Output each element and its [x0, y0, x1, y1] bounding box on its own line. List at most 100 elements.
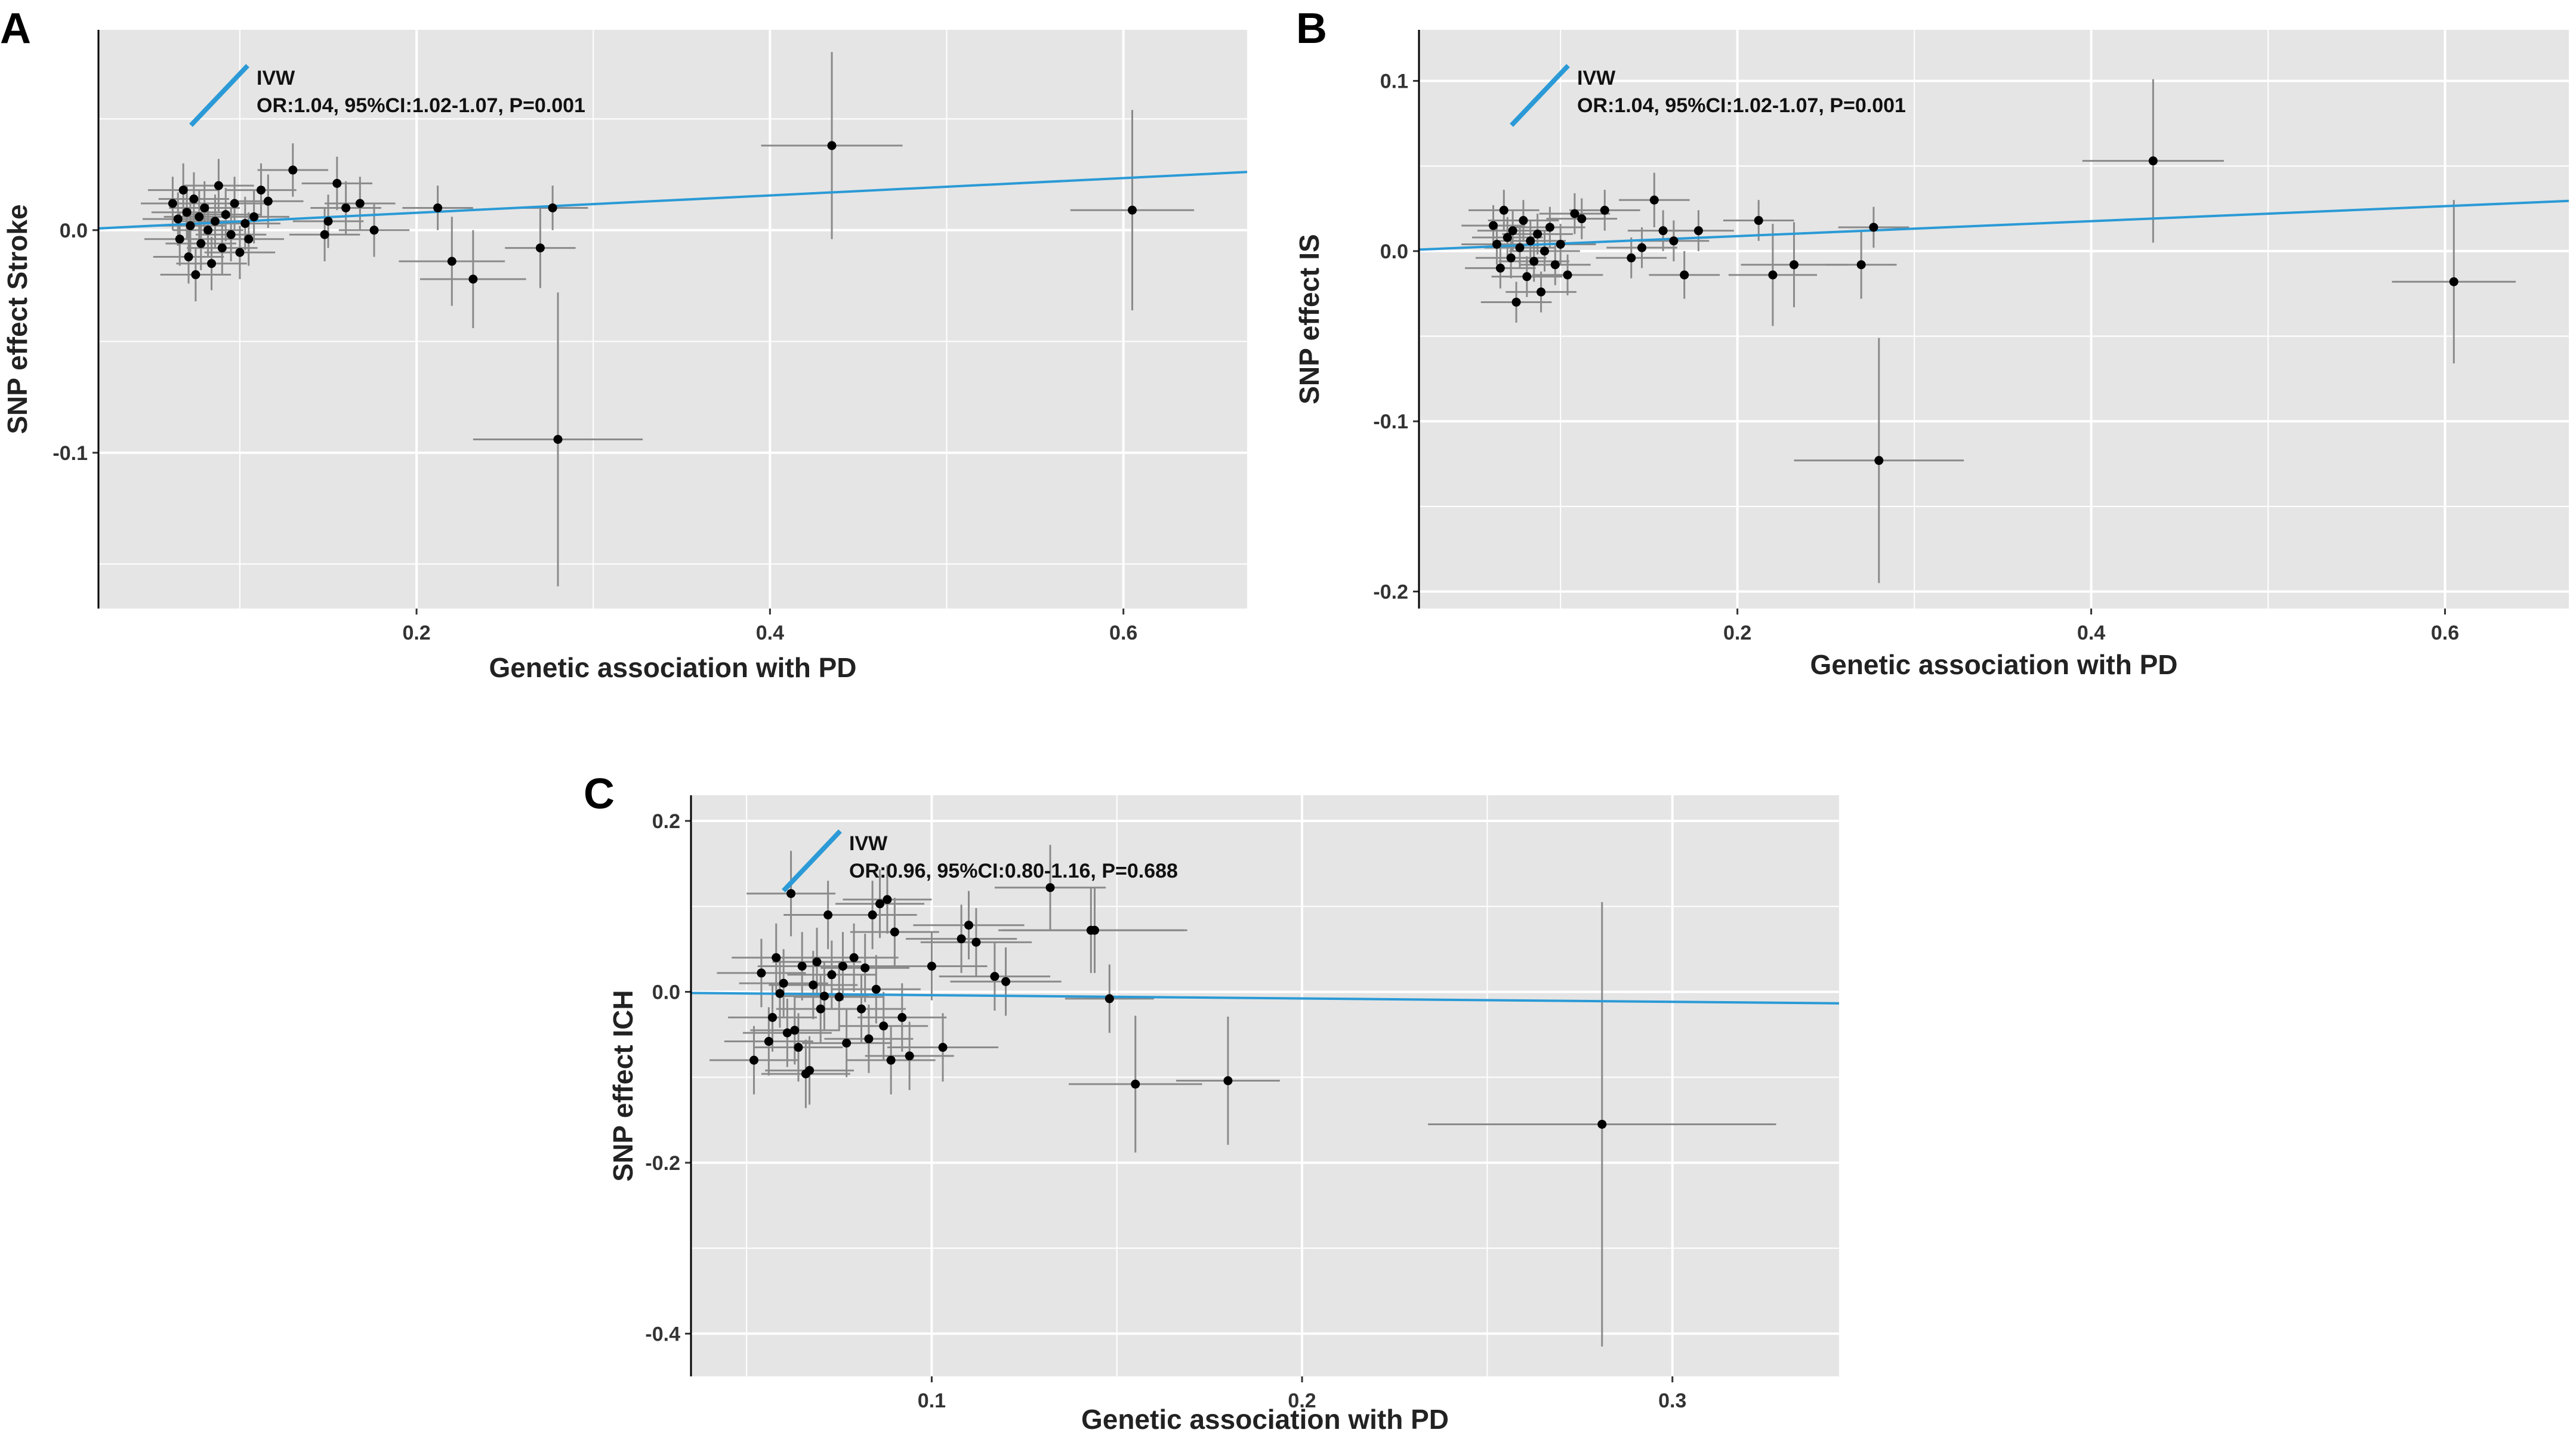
snp-point	[447, 257, 456, 266]
snp-point	[1577, 214, 1587, 224]
snp-point	[1045, 883, 1055, 893]
panel-b-legend-method: IVW	[1577, 67, 1616, 89]
snp-point	[1495, 263, 1505, 273]
y-tick-label: 0.0	[652, 981, 680, 1003]
panel-label-b: B	[1296, 5, 1327, 53]
snp-point	[1754, 216, 1763, 226]
panel-a-ticks: 0.2 0.4 0.6 0.0 -0.1	[53, 220, 1137, 644]
snp-point	[779, 978, 788, 988]
snp-point	[468, 274, 478, 284]
y-tick-label: 0.1	[1380, 70, 1408, 93]
y-tick-label: -0.1	[53, 442, 88, 465]
snp-point	[1669, 236, 1679, 246]
snp-point	[834, 992, 844, 1002]
snp-point	[249, 212, 259, 221]
snp-point	[195, 212, 204, 221]
snp-point	[842, 1038, 852, 1048]
snp-point	[1492, 239, 1501, 249]
snp-point	[1556, 239, 1565, 249]
snp-point	[189, 194, 199, 204]
panel-a-ivw-regression-line	[98, 171, 1248, 230]
snp-point	[1693, 226, 1703, 236]
panel-a-plot-background	[98, 30, 1247, 609]
snp-point	[203, 226, 213, 235]
snp-point	[1506, 253, 1516, 263]
snp-point	[355, 199, 365, 208]
snp-point	[186, 221, 195, 230]
snp-point	[823, 910, 833, 920]
snp-point	[182, 208, 192, 217]
snp-point	[1680, 270, 1689, 280]
snp-point	[883, 895, 892, 904]
snp-point	[178, 186, 188, 195]
snp-point	[1001, 977, 1011, 986]
snp-point	[2449, 277, 2458, 286]
snp-point	[786, 889, 796, 898]
snp-point	[812, 957, 822, 967]
snp-point	[790, 1026, 800, 1035]
snp-point	[535, 243, 545, 253]
snp-point	[1869, 223, 1878, 232]
snp-point	[1874, 456, 1884, 465]
snp-point	[990, 972, 999, 981]
snp-point	[1789, 260, 1798, 270]
snp-point	[1511, 297, 1521, 307]
snp-point	[905, 1051, 914, 1061]
panel-c: C IVW OR:0.96, 95%CI:0.80-1.16, P=0.688 …	[584, 770, 1840, 1435]
panel-b-x-axis-title: Genetic association with PD	[1810, 649, 2177, 680]
panel-b-y-axis-title: SNP effect IS	[1294, 234, 1325, 404]
panel-c-y-axis-title: SNP effect ICH	[607, 990, 638, 1181]
snp-point	[1515, 243, 1525, 252]
panel-c-legend-ivw-swatch	[782, 829, 842, 893]
snp-point	[816, 1004, 825, 1014]
snp-point	[1658, 226, 1668, 236]
snp-point	[1519, 216, 1528, 226]
snp-point	[230, 199, 239, 208]
snp-point	[1533, 229, 1542, 239]
snp-point	[207, 259, 217, 268]
snp-point	[927, 961, 936, 971]
snp-point	[782, 1028, 792, 1038]
snp-point	[875, 899, 885, 909]
snp-point	[897, 1012, 907, 1022]
snp-point	[749, 1055, 759, 1065]
snp-point	[341, 203, 351, 212]
snp-point	[1597, 1119, 1607, 1129]
snp-point	[226, 230, 236, 239]
snp-point	[809, 980, 818, 990]
x-tick-label: 0.6	[2431, 622, 2459, 644]
snp-point	[856, 1004, 866, 1014]
panel-b-plot-background	[1419, 30, 2569, 609]
snp-point	[1522, 272, 1532, 282]
panel-c-ivw-regression-line	[690, 992, 1840, 1005]
snp-point	[1570, 209, 1579, 218]
panel-b-legend-stats: OR:1.04, 95%CI:1.02-1.07, P=0.001	[1577, 94, 1906, 117]
panel-b-snp-points	[1489, 156, 2458, 465]
y-tick-label: 0.2	[652, 810, 680, 833]
panel-a-gridlines	[98, 30, 1247, 609]
snp-point	[768, 1012, 778, 1022]
x-tick-label: 0.6	[1109, 622, 1137, 644]
snp-point	[772, 953, 781, 962]
y-tick-label: -0.2	[1373, 580, 1408, 603]
snp-point	[1856, 260, 1866, 270]
y-tick-label: -0.2	[645, 1152, 680, 1175]
snp-point	[2148, 156, 2158, 166]
x-tick-label: 0.1	[918, 1389, 946, 1412]
snp-point	[235, 248, 245, 257]
snp-point	[827, 970, 837, 980]
snp-point	[323, 217, 333, 226]
panel-a: A IVW OR:1.04, 95%CI:1.02-1.07, P=0.001 …	[0, 5, 1248, 683]
snp-point	[240, 219, 250, 229]
snp-point	[957, 934, 966, 944]
snp-point	[864, 1034, 874, 1043]
snp-point	[320, 230, 329, 239]
panel-b-ticks: 0.2 0.4 0.6 0.1 0.0 -0.1 -0.2	[1373, 70, 2459, 644]
snp-point	[1627, 253, 1636, 263]
x-tick-label: 0.2	[1288, 1389, 1316, 1412]
snp-point	[764, 1037, 773, 1046]
panel-c-snp-points	[749, 883, 1607, 1129]
snp-point	[1503, 233, 1512, 242]
x-tick-label: 0.2	[402, 622, 430, 644]
snp-point	[838, 961, 847, 971]
